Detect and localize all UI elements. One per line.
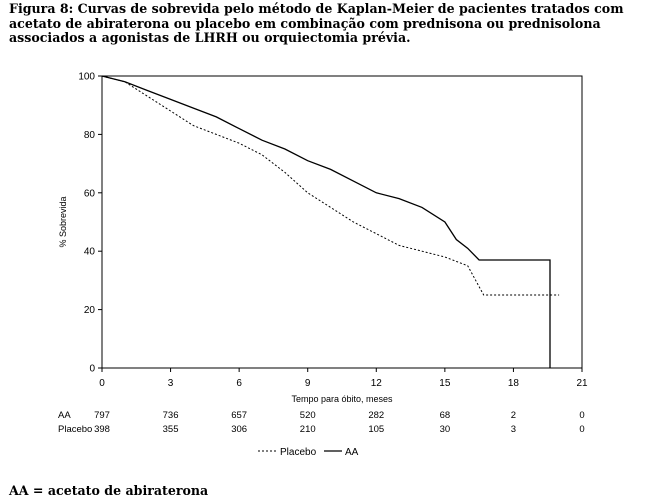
- risk-row-label: AA: [58, 410, 71, 421]
- y-tick-label: 0: [89, 364, 95, 375]
- series-line-placebo: [101, 75, 560, 296]
- legend-aa-label: AA: [345, 447, 359, 458]
- y-axis-label: % Sobrevida: [58, 196, 68, 247]
- y-tick-label: 60: [84, 188, 96, 199]
- footnote: AA = acetato de abiraterona: [9, 483, 209, 498]
- series-line-aa: [101, 75, 551, 368]
- risk-cell: 3: [511, 424, 516, 435]
- risk-cell: 398: [94, 424, 110, 435]
- risk-cell: 736: [163, 410, 179, 421]
- x-tick-label: 15: [439, 378, 451, 389]
- legend-placebo-label: Placebo: [280, 447, 317, 458]
- y-tick-label: 40: [84, 247, 96, 258]
- risk-cell: 30: [440, 424, 451, 435]
- y-tick-label: 100: [78, 72, 95, 83]
- risk-cell: 355: [163, 424, 179, 435]
- risk-cell: 0: [579, 410, 584, 421]
- risk-table: AA 797 736 657 520 282 68 2 0 Placebo 398 355 306 210…: [58, 410, 585, 435]
- risk-cell: 306: [231, 424, 247, 435]
- risk-row-label: Placebo: [58, 424, 92, 435]
- x-tick-label: 18: [508, 378, 520, 389]
- risk-cell: 210: [300, 424, 316, 435]
- risk-cell: 2: [511, 410, 516, 421]
- x-tick-label: 3: [168, 378, 174, 389]
- x-tick-label: 21: [576, 378, 588, 389]
- x-tick-label: 6: [236, 378, 242, 389]
- plot-area: [101, 75, 583, 369]
- x-tick-label: 0: [99, 378, 105, 389]
- x-axis-label: Tempo para óbito, meses: [291, 394, 393, 404]
- y-tick-label: 80: [84, 130, 96, 141]
- y-axis-ticks: 0 20 40 60 80 100: [78, 72, 102, 375]
- x-tick-label: 12: [371, 378, 383, 389]
- legend: Placebo AA: [258, 447, 359, 458]
- y-tick-label: 20: [84, 305, 96, 316]
- risk-cell: 68: [440, 410, 451, 421]
- x-axis-ticks: 0 3 6 9 12 15 18 21: [99, 368, 588, 389]
- x-tick-label: 9: [305, 378, 311, 389]
- risk-cell: 520: [300, 410, 316, 421]
- figure-caption: Figura 8: Curvas de sobrevida pelo métod…: [9, 1, 624, 45]
- risk-cell: 797: [94, 410, 110, 421]
- risk-cell: 657: [231, 410, 247, 421]
- risk-cell: 282: [368, 410, 384, 421]
- series-lines: [101, 75, 560, 368]
- risk-cell: 105: [368, 424, 384, 435]
- risk-cell: 0: [579, 424, 584, 435]
